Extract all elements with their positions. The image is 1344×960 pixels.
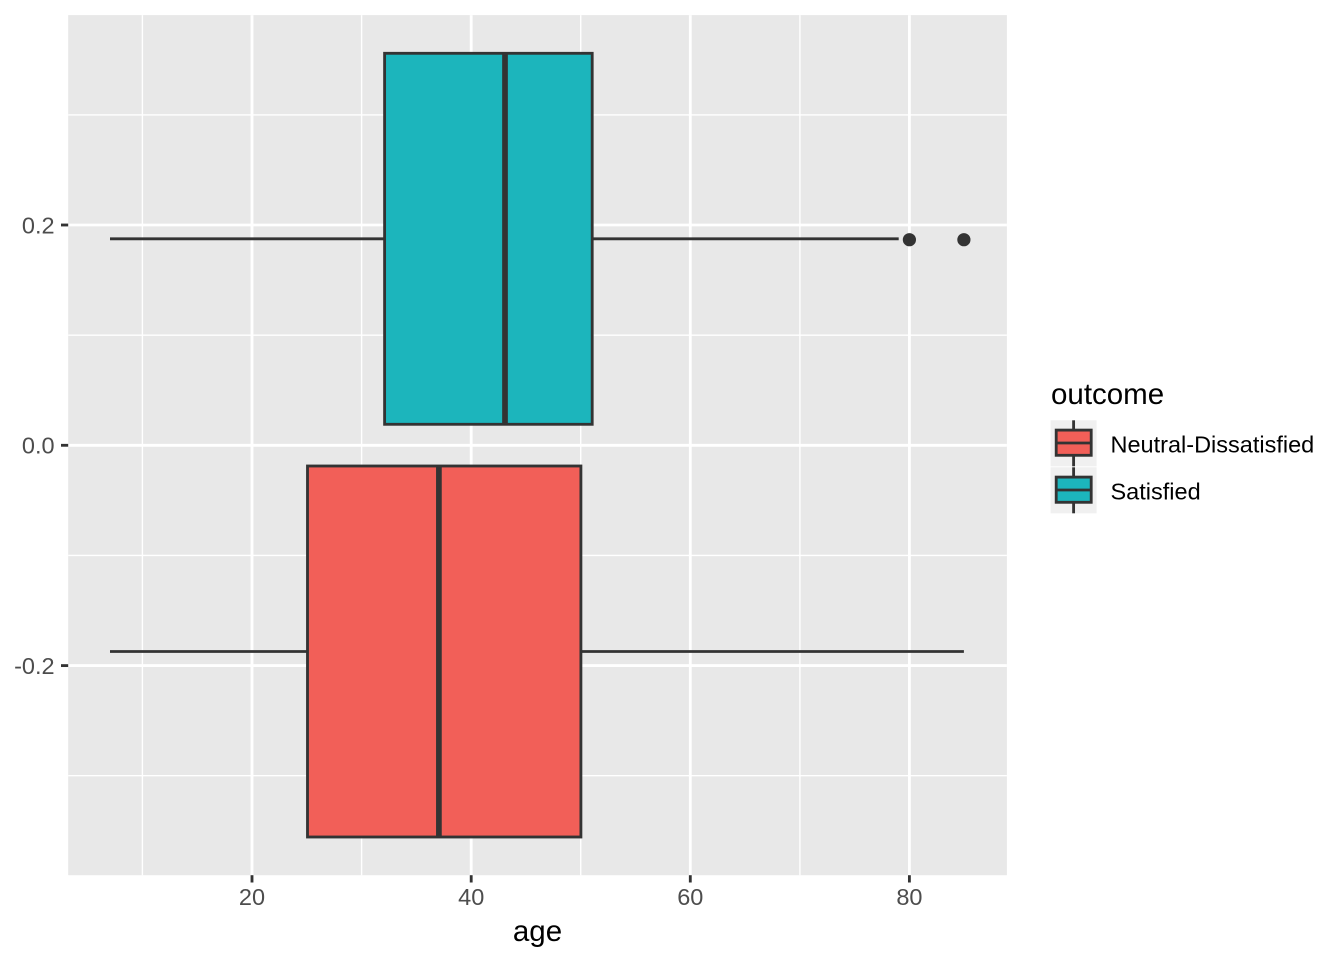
svg-text:80: 80 [896, 884, 922, 910]
svg-text:outcome: outcome [1051, 378, 1164, 411]
svg-text:Satisfied: Satisfied [1111, 479, 1201, 505]
svg-text:Neutral-Dissatisfied: Neutral-Dissatisfied [1111, 432, 1315, 458]
svg-text:20: 20 [239, 884, 265, 910]
svg-text:0.0: 0.0 [22, 433, 55, 459]
svg-text:age: age [513, 915, 562, 948]
svg-text:0.2: 0.2 [22, 212, 55, 238]
svg-text:-0.2: -0.2 [14, 653, 55, 679]
svg-text:40: 40 [458, 884, 484, 910]
svg-text:60: 60 [677, 884, 703, 910]
